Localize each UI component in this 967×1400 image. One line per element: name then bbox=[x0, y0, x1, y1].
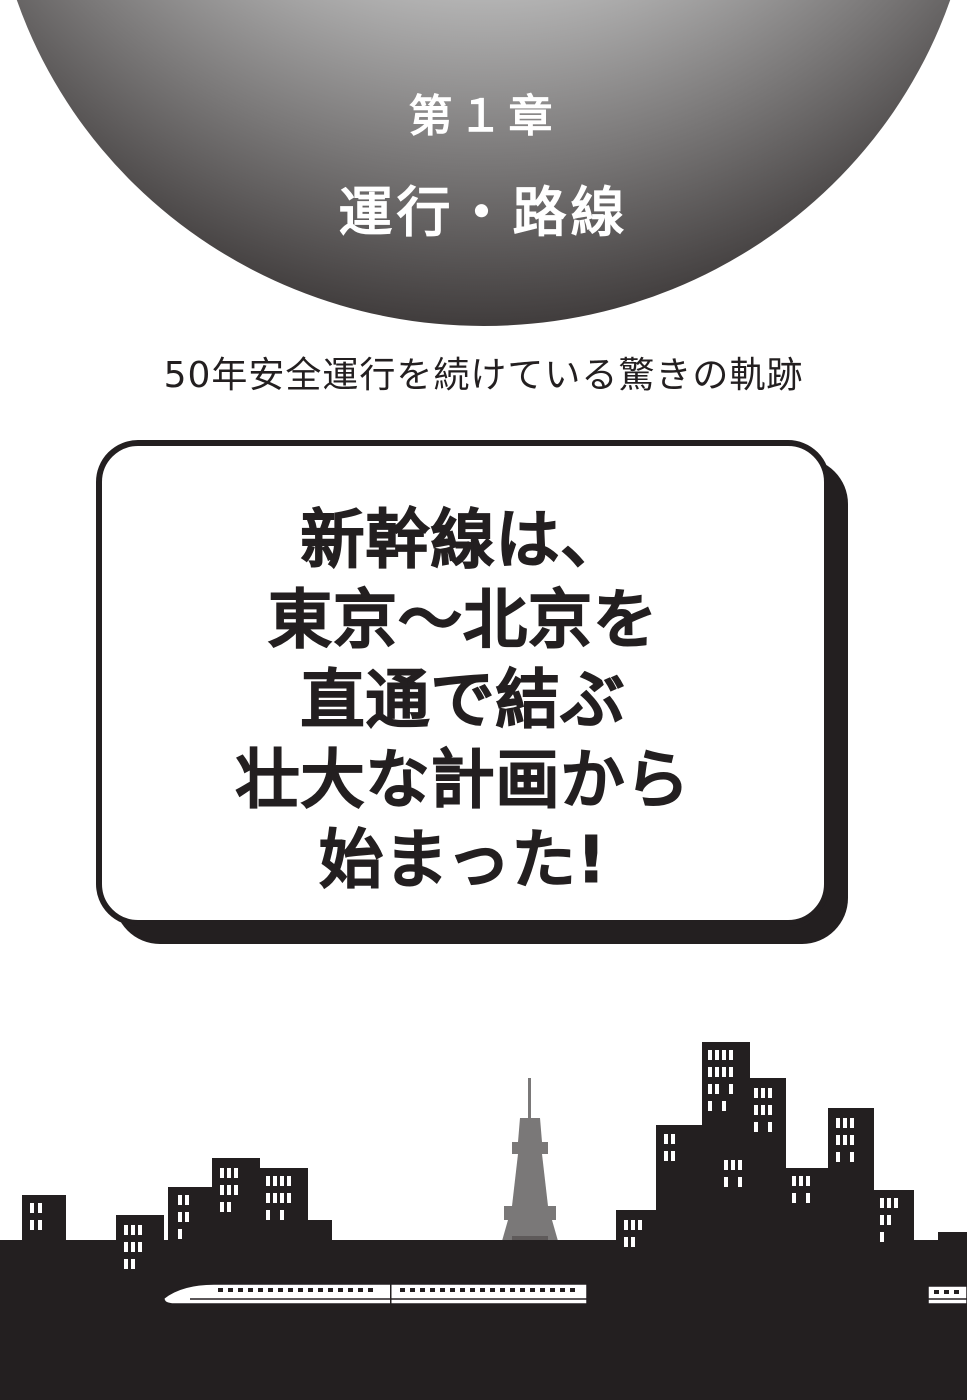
chapter-title: 運行・路線 bbox=[338, 181, 629, 244]
shinkansen-train-icon bbox=[163, 1283, 967, 1305]
chapter-header-sphere bbox=[0, 0, 967, 326]
headline-line-2: 東京～北京を bbox=[268, 584, 658, 658]
headline-line-4: 壮大な計画から bbox=[235, 744, 691, 818]
city-skyline-illustration bbox=[0, 1042, 967, 1400]
headline-line-5: 始まった! bbox=[319, 824, 607, 898]
buildings-silhouette bbox=[0, 1042, 967, 1400]
chapter-number: 第１章 bbox=[408, 91, 559, 142]
headline-line-1: 新幹線は、 bbox=[300, 504, 626, 578]
building-windows bbox=[30, 1050, 898, 1269]
headline-line-3: 直通で結ぶ bbox=[300, 664, 626, 738]
chapter-subtitle: 50年安全運行を続けている驚きの軌跡 bbox=[163, 355, 804, 396]
callout-box bbox=[96, 440, 830, 926]
